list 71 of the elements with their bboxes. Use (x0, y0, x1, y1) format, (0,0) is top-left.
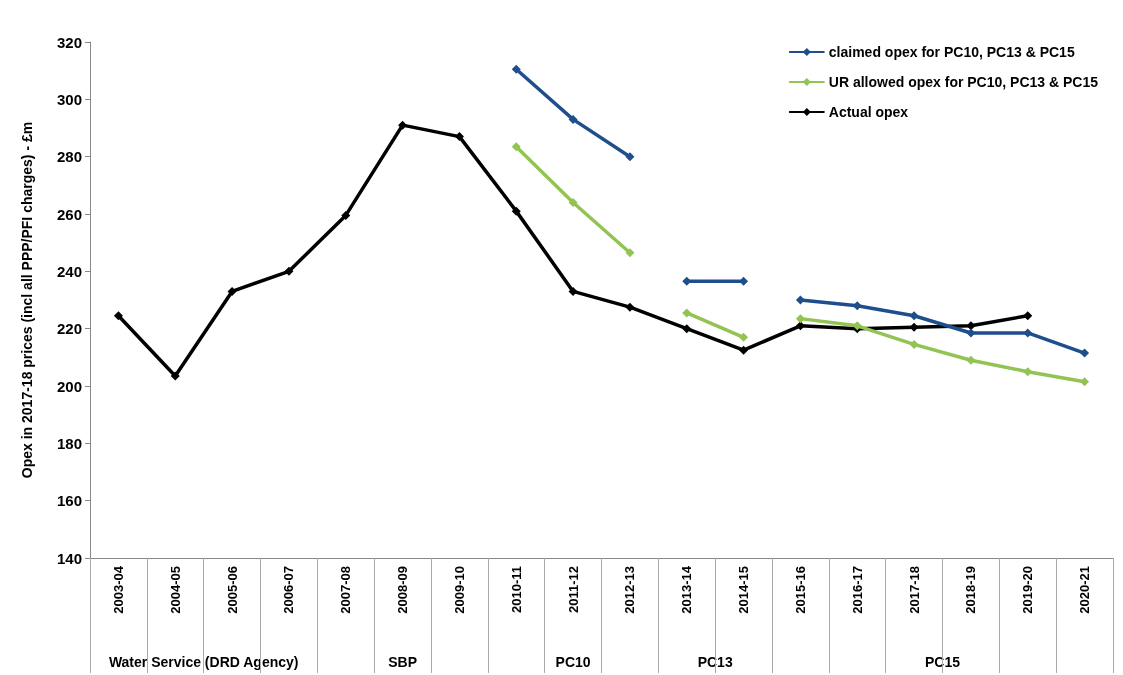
text: Water Service (DRD Agency) (108, 654, 299, 670)
x-tick-label: 2007-08 (338, 566, 354, 614)
point (795, 314, 805, 324)
x-tick-label: 2019-20 (1020, 566, 1036, 614)
point (1023, 311, 1033, 321)
point (625, 152, 635, 162)
x-tick-label: 2012-13 (622, 566, 638, 614)
y-tick-label: 240 (56, 262, 82, 280)
y-tick-label: 200 (56, 377, 82, 395)
x-tick-label: 2010-11 (508, 566, 524, 613)
point (511, 206, 521, 216)
point (682, 308, 692, 318)
y-tick-label: 160 (56, 492, 82, 510)
text: PC13 (697, 654, 733, 670)
point (1080, 377, 1090, 387)
point (511, 64, 521, 74)
y-tick-label: 180 (56, 434, 82, 452)
text: PC10 (555, 654, 591, 670)
point (966, 355, 976, 365)
x-tick-label: 2020-21 (1077, 566, 1093, 614)
point (909, 311, 919, 321)
point (625, 248, 635, 258)
x-tick-label: 2005-06 (224, 566, 240, 614)
point (568, 114, 578, 124)
point (739, 276, 749, 286)
text: PC15 (924, 654, 961, 670)
x-tick-label: 2016-17 (849, 566, 865, 614)
y-tick-label: 320 (56, 33, 82, 51)
point (568, 286, 578, 296)
point (966, 321, 976, 331)
legend-label: UR allowed opex for PC10, PC13 & PC15 (828, 74, 1099, 90)
point (625, 302, 635, 312)
y-tick-label: 220 (56, 320, 82, 338)
y-tick-label: 280 (56, 148, 82, 166)
text: SBP (388, 654, 417, 670)
y-axis-title: Opex in 2017-18 prices (incl all PPP/PFI charges) - £m (19, 121, 35, 479)
point (170, 371, 180, 381)
point (454, 132, 464, 142)
x-tick-label: 2003-04 (110, 565, 126, 614)
y-tick-label: 140 (56, 549, 82, 567)
point (1080, 348, 1090, 358)
point (739, 345, 749, 355)
point (682, 324, 692, 334)
point (795, 295, 805, 305)
y-tick-label: 260 (56, 205, 82, 223)
x-tick-label: 2004-05 (167, 566, 183, 614)
point (284, 266, 294, 276)
point (909, 339, 919, 349)
point (739, 332, 749, 342)
x-tick-label: 2017-18 (906, 566, 922, 614)
point (568, 198, 578, 208)
point (341, 210, 351, 220)
legend-label: Actual opex (828, 104, 909, 120)
point (227, 286, 237, 296)
x-tick-label: 2008-09 (395, 566, 411, 614)
point (511, 142, 521, 152)
point (398, 120, 408, 130)
x-tick-label: 2018-19 (963, 566, 979, 614)
x-tick-label: 2013-14 (679, 565, 695, 614)
x-tick-label: 2009-10 (451, 566, 467, 614)
x-tick-label: 2014-15 (736, 566, 752, 614)
y-tick-label: 300 (56, 90, 82, 108)
x-tick-label: 2006-07 (281, 566, 297, 614)
point (1023, 367, 1033, 377)
point (795, 321, 805, 331)
point (113, 311, 123, 321)
point (966, 328, 976, 338)
legend-label: claimed opex for PC10, PC13 & PC15 (828, 44, 1075, 60)
x-tick-label: 2015-16 (792, 566, 808, 614)
x-tick-label: 2011-12 (565, 566, 581, 613)
point (1023, 328, 1033, 338)
